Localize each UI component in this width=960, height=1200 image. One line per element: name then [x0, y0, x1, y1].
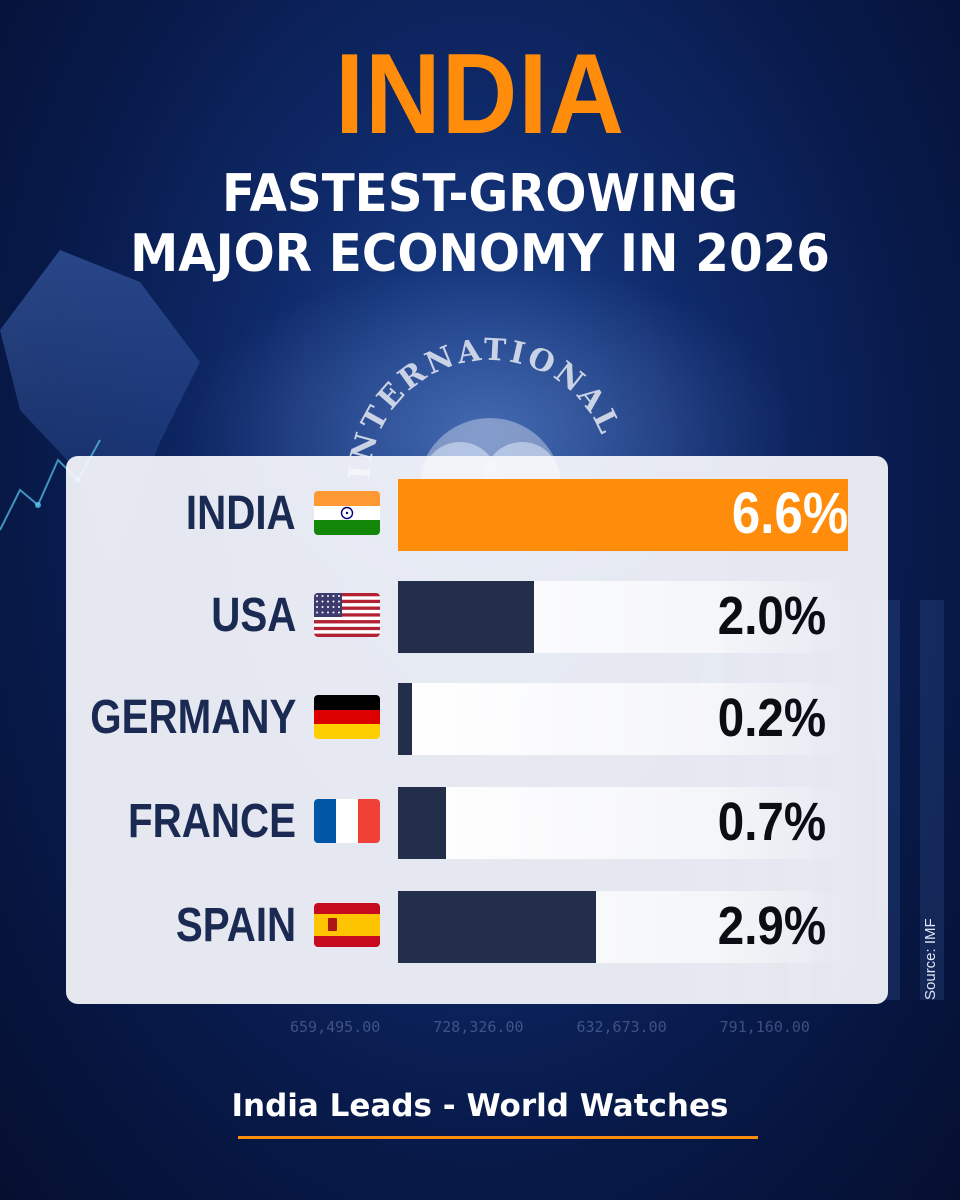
value-label: 0.7% [717, 792, 826, 852]
page-title: INDIA [334, 31, 626, 158]
category-label: USA [210, 589, 296, 642]
chart-row: USA 2.0% [66, 576, 888, 656]
bar-track [398, 787, 848, 859]
subtitle-line-1: FASTEST-GROWING [221, 164, 739, 224]
bg-number: 659,495.00 [290, 1018, 381, 1036]
chart-panel: INDIA 6.6% USA 2.0% GERMANY 0.2% FRANCE 0.7% SPA… [66, 456, 888, 1004]
subtitle-line-2: MAJOR ECONOMY IN 2026 [130, 224, 830, 284]
background-numbers: 659,495.00 728,326.00 632,673.00 791,160… [290, 1018, 810, 1036]
bar [398, 891, 596, 963]
category-label: FRANCE [128, 795, 296, 848]
value-label: 6.6% [731, 481, 848, 546]
category-label: GERMANY [89, 691, 296, 744]
chart-row: FRANCE 0.7% [66, 782, 888, 862]
bar [398, 581, 535, 653]
footer-underline [238, 1136, 758, 1139]
value-label: 0.2% [717, 688, 826, 748]
germany-flag-icon [314, 695, 380, 739]
spain-flag-icon [314, 903, 380, 947]
chart-row: INDIA 6.6% [66, 474, 888, 554]
bg-number: 632,673.00 [576, 1018, 667, 1036]
category-label: SPAIN [175, 899, 296, 952]
france-flag-icon [314, 799, 380, 843]
value-label: 2.0% [717, 586, 826, 646]
bg-number: 728,326.00 [433, 1018, 524, 1036]
category-label: INDIA [186, 487, 296, 540]
chart-row: SPAIN 2.9% [66, 886, 888, 966]
value-label: 2.9% [717, 896, 826, 956]
bg-number: 791,160.00 [719, 1018, 810, 1036]
india-flag-icon [314, 491, 380, 535]
bar [398, 479, 848, 551]
footer-tagline: India Leads - World Watches [231, 1088, 729, 1124]
bar [398, 683, 412, 755]
chart-row: GERMANY 0.2% [66, 678, 888, 758]
bar [398, 787, 446, 859]
bar-track [398, 683, 848, 755]
usa-flag-icon [314, 593, 380, 637]
source-credit: Source: IMF [922, 918, 939, 1000]
